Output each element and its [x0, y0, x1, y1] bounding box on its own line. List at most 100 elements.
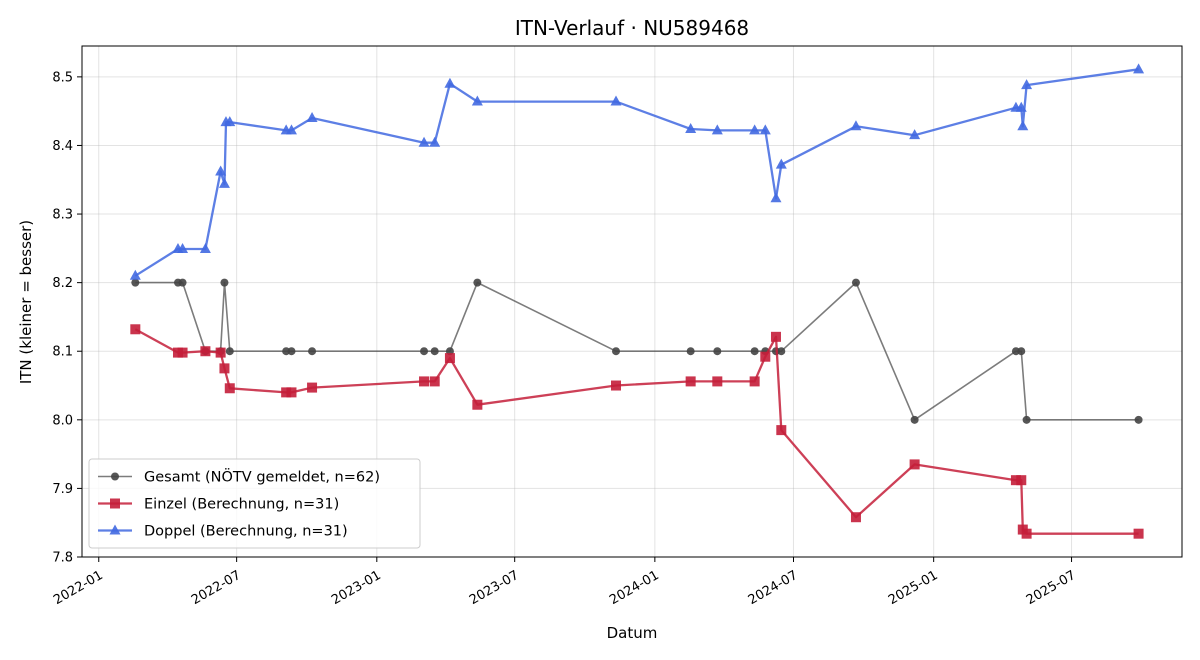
data-point	[760, 351, 771, 362]
y-tick-label: 7.9	[52, 482, 73, 497]
chart-title: ITN-Verlauf · NU589468	[515, 16, 749, 40]
data-point	[429, 136, 441, 147]
data-point	[850, 512, 861, 523]
data-point	[308, 347, 317, 356]
data-point	[1015, 101, 1027, 112]
series-square	[130, 324, 1144, 539]
data-point	[420, 347, 429, 356]
data-point	[1133, 63, 1145, 74]
data-point	[471, 95, 483, 106]
data-point	[612, 347, 621, 356]
data-point	[850, 120, 862, 131]
data-point	[215, 165, 227, 176]
series-line	[134, 68, 1139, 277]
y-tick-label: 8.1	[52, 345, 73, 360]
data-point	[759, 124, 771, 135]
data-point	[444, 353, 455, 364]
data-point	[713, 347, 722, 356]
data-point	[429, 376, 440, 387]
series-triangle	[129, 63, 1145, 280]
data-point	[851, 278, 860, 287]
data-point	[287, 347, 296, 356]
data-point	[909, 459, 920, 470]
data-point	[285, 124, 297, 135]
data-point	[770, 192, 782, 203]
data-point	[749, 376, 760, 387]
plot-frame	[81, 45, 1183, 558]
data-point	[1133, 528, 1144, 539]
data-point	[712, 376, 723, 387]
x-tick-label: 2024-01	[607, 568, 662, 608]
data-point	[177, 347, 188, 358]
data-point	[1017, 120, 1029, 131]
data-point	[685, 122, 697, 133]
legend-box	[88, 458, 421, 549]
y-tick-label: 7.8	[52, 551, 73, 566]
data-point	[419, 376, 430, 387]
data-point	[307, 382, 318, 393]
data-point	[473, 278, 482, 287]
data-point	[286, 387, 297, 398]
data-point	[610, 95, 622, 106]
data-point	[775, 158, 787, 169]
data-point	[200, 346, 211, 357]
data-point	[218, 177, 230, 188]
legend-entry: Einzel (Berechnung, n=31)	[98, 497, 339, 513]
legend-entry: Doppel (Berechnung, n=31)	[98, 524, 348, 540]
data-point	[776, 425, 787, 436]
legend-entry: Gesamt (NÖTV gemeldet, n=62)	[98, 468, 380, 486]
data-point	[1017, 347, 1026, 356]
y-tick-label: 8.4	[52, 139, 73, 154]
data-point	[1021, 79, 1033, 90]
data-point	[306, 112, 318, 123]
data-point	[430, 347, 439, 356]
x-axis-label: Datum	[607, 624, 658, 642]
x-tick-label: 2023-01	[329, 568, 384, 608]
data-point	[444, 77, 456, 88]
data-point	[281, 387, 292, 398]
legend: Gesamt (NÖTV gemeldet, n=62) Einzel (Bere…	[88, 458, 421, 549]
x-tick-label: 2024-07	[746, 568, 801, 608]
y-tick-label: 8.2	[52, 276, 73, 291]
legend-marker	[109, 524, 121, 535]
data-point	[219, 363, 230, 374]
y-axis-label: ITN (kleiner = besser)	[17, 220, 35, 384]
data-point	[178, 278, 187, 287]
legend-label: Gesamt (NÖTV gemeldet, n=62)	[144, 468, 380, 486]
data-point	[1022, 415, 1031, 424]
data-point	[750, 347, 759, 356]
data-point	[909, 129, 921, 140]
legend-marker	[111, 472, 119, 481]
data-point	[1016, 475, 1027, 486]
data-point	[129, 269, 141, 280]
data-point	[215, 347, 226, 358]
y-tick-label: 8.3	[52, 208, 73, 223]
data-point	[177, 243, 189, 254]
data-point	[131, 278, 140, 287]
x-tick-label: 2022-07	[189, 568, 244, 608]
data-point	[611, 380, 622, 391]
data-point	[910, 415, 919, 424]
x-tick-label: 2023-07	[467, 568, 522, 608]
data-point	[472, 399, 483, 410]
data-point	[199, 243, 211, 254]
data-point	[1134, 415, 1143, 424]
legend-label: Doppel (Berechnung, n=31)	[144, 524, 348, 540]
data-point	[418, 136, 430, 147]
data-point	[224, 116, 236, 127]
data-point	[686, 347, 695, 356]
data-point	[130, 324, 141, 335]
data-point	[777, 347, 786, 356]
data-point	[711, 124, 723, 135]
legend-label: Einzel (Berechnung, n=31)	[144, 497, 339, 513]
data-point	[1010, 475, 1021, 486]
x-tick-label: 2025-01	[886, 568, 941, 608]
data-point	[770, 331, 781, 342]
data-point	[749, 124, 761, 135]
series-line	[134, 328, 1139, 535]
y-tick-label: 8.5	[52, 70, 73, 85]
data-point	[220, 278, 229, 287]
x-tick-label: 2022-01	[51, 568, 106, 608]
legend-marker	[110, 498, 120, 509]
